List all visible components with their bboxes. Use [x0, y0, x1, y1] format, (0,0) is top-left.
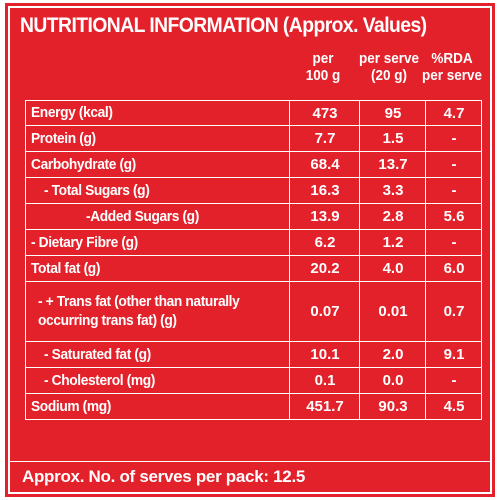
- value-per-100g: 13.9: [289, 204, 360, 229]
- column-header-line: 100 g: [305, 67, 341, 84]
- value-per-serve: 0.01: [359, 282, 426, 341]
- nutrition-panel: NUTRITIONAL INFORMATION (Approx. Values)…: [5, 3, 495, 497]
- column-header-line: per: [312, 50, 334, 67]
- value-per-100g: 7.7: [289, 126, 360, 151]
- value-rda: 5.6: [425, 204, 482, 229]
- serves-per-pack-note: Approx. No. of serves per pack: 12.5: [10, 461, 490, 492]
- row-label: Energy (kcal): [31, 105, 113, 121]
- value-rda: 4.5: [425, 394, 482, 419]
- table-row-sodium: Sodium (mg) 451.7 90.3 4.5: [25, 394, 482, 420]
- table-row-energy: Energy (kcal) 473 95 4.7: [25, 100, 482, 126]
- value-per-100g: 473: [289, 101, 360, 125]
- table-row-added-sugars: -Added Sugars (g) 13.9 2.8 5.6: [25, 204, 482, 230]
- value-rda: 4.7: [425, 101, 482, 125]
- value-per-100g: 0.1: [289, 368, 360, 393]
- value-per-serve: 3.3: [359, 178, 426, 203]
- value-per-serve: 95: [359, 101, 426, 125]
- column-header-rda: %RDA per serve: [419, 50, 486, 84]
- value-rda: -: [425, 230, 482, 255]
- row-label: - Cholesterol (mg): [44, 372, 156, 389]
- column-header-line: per serve: [358, 50, 420, 67]
- row-label: Protein (g): [31, 130, 96, 147]
- column-header-line: %RDA: [431, 50, 473, 67]
- row-label: -Added Sugars (g): [86, 208, 199, 225]
- table-row-total-sugars: - Total Sugars (g) 16.3 3.3 -: [25, 178, 482, 204]
- row-label: Sodium (mg): [31, 398, 111, 415]
- value-per-serve: 0.0: [359, 368, 426, 393]
- value-per-100g: 6.2: [289, 230, 360, 255]
- table-row-protein: Protein (g) 7.7 1.5 -: [25, 126, 482, 152]
- row-label: Carbohydrate (g): [31, 156, 136, 173]
- value-per-serve: 13.7: [359, 152, 426, 177]
- column-header-per-serve: per serve (20 g): [356, 50, 423, 84]
- value-per-serve: 1.5: [359, 126, 426, 151]
- column-header-per-100g: per 100 g: [290, 50, 357, 84]
- value-rda: -: [425, 178, 482, 203]
- value-per-serve: 4.0: [359, 256, 426, 281]
- value-per-100g: 68.4: [289, 152, 360, 177]
- table-row-trans-fat: - + Trans fat (other than naturally occu…: [25, 282, 482, 342]
- value-per-100g: 20.2: [289, 256, 360, 281]
- value-per-serve: 1.2: [359, 230, 426, 255]
- nutrition-title: NUTRITIONAL INFORMATION (Approx. Values): [20, 14, 427, 37]
- value-rda: -: [425, 126, 482, 151]
- value-per-100g: 16.3: [289, 178, 360, 203]
- table-row-saturated-fat: - Saturated fat (g) 10.1 2.0 9.1: [25, 342, 482, 368]
- row-label: Total fat (g): [31, 260, 101, 277]
- row-label: - Total Sugars (g): [44, 182, 150, 199]
- table-row-total-fat: Total fat (g) 20.2 4.0 6.0: [25, 256, 482, 282]
- table-row-dietary-fibre: - Dietary Fibre (g) 6.2 1.2 -: [25, 230, 482, 256]
- value-per-100g: 0.07: [289, 282, 360, 341]
- value-per-serve: 2.0: [359, 342, 426, 367]
- value-per-100g: 451.7: [289, 394, 360, 419]
- value-rda: -: [425, 152, 482, 177]
- row-label: - Saturated fat (g): [44, 346, 151, 363]
- row-label: - Dietary Fibre (g): [31, 234, 138, 251]
- value-rda: 9.1: [425, 342, 482, 367]
- column-header-line: per serve: [421, 67, 483, 84]
- value-per-serve: 2.8: [359, 204, 426, 229]
- table-row-carbohydrate: Carbohydrate (g) 68.4 13.7 -: [25, 152, 482, 178]
- table-row-cholesterol: - Cholesterol (mg) 0.1 0.0 -: [25, 368, 482, 394]
- value-per-serve: 90.3: [359, 394, 426, 419]
- row-label: - + Trans fat (other than naturally occu…: [38, 293, 240, 329]
- value-rda: -: [425, 368, 482, 393]
- column-header-line: (20 g): [370, 67, 407, 84]
- value-per-100g: 10.1: [289, 342, 360, 367]
- value-rda: 6.0: [425, 256, 482, 281]
- value-rda: 0.7: [425, 282, 482, 341]
